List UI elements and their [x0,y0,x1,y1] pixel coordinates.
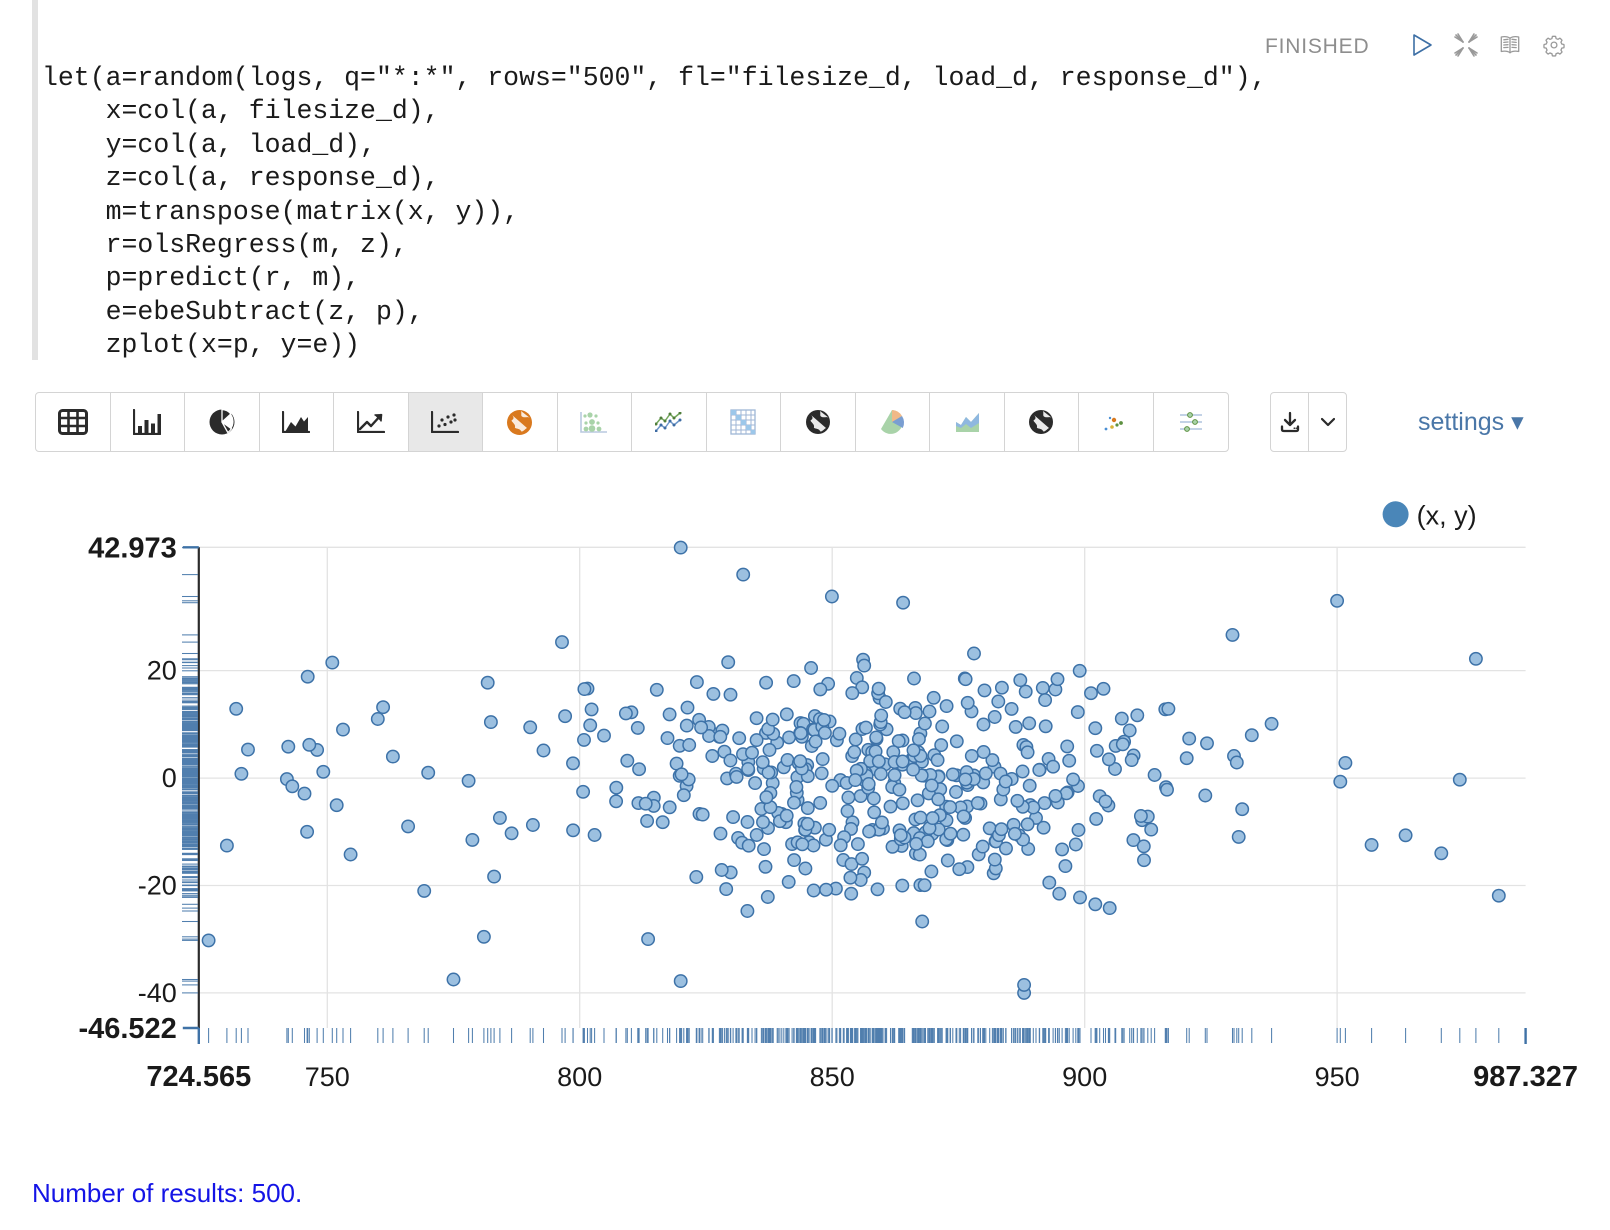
svg-text:750: 750 [305,1062,350,1092]
svg-text:20: 20 [147,656,177,686]
svg-text:987.327: 987.327 [1473,1061,1578,1093]
svg-text:724.565: 724.565 [146,1061,251,1093]
svg-text:800: 800 [557,1062,602,1092]
svg-text:-46.522: -46.522 [78,1013,176,1045]
svg-text:950: 950 [1315,1062,1360,1092]
svg-text:-20: -20 [138,871,177,901]
svg-text:900: 900 [1062,1062,1107,1092]
svg-text:0: 0 [162,763,177,793]
svg-text:(x, y): (x, y) [1417,500,1477,530]
svg-text:42.973: 42.973 [88,532,177,564]
svg-text:-40: -40 [138,978,177,1008]
svg-text:850: 850 [810,1062,855,1092]
